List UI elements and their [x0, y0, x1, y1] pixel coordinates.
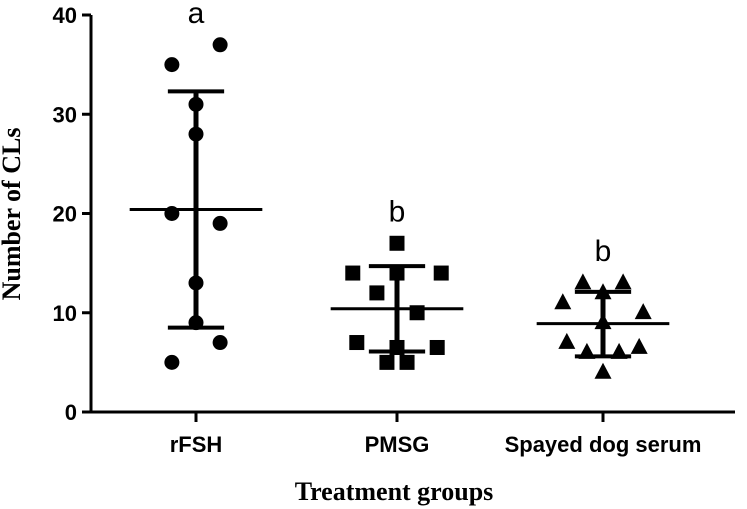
- data-point-square: [379, 354, 395, 370]
- data-point-circle: [188, 126, 204, 142]
- data-point-circle: [188, 96, 204, 112]
- data-point-triangle: [574, 273, 592, 290]
- data-point-circle: [164, 206, 180, 221]
- data-point-triangle: [594, 313, 612, 330]
- data-point-circle: [212, 215, 228, 231]
- data-point-square: [389, 265, 405, 281]
- data-point-triangle: [634, 303, 652, 320]
- data-point-circle: [212, 335, 228, 351]
- chart-marks: a b b: [129, 0, 670, 379]
- significance-label: b: [389, 195, 406, 228]
- data-point-circle: [212, 37, 228, 53]
- data-point-square: [369, 285, 385, 301]
- y-tick-label: 20: [53, 202, 77, 227]
- data-point-circle: [188, 315, 204, 331]
- axes: 0 10 20 30 40 rFSH PMSG Spayed dog serum: [53, 3, 735, 457]
- y-tick-label: 0: [65, 400, 77, 425]
- data-point-circle: [164, 57, 180, 73]
- data-point-square: [345, 265, 361, 281]
- significance-label: b: [595, 235, 612, 268]
- data-point-triangle: [594, 362, 612, 379]
- x-axis-title: Treatment groups: [295, 477, 494, 506]
- data-point-triangle: [630, 337, 648, 354]
- x-tick-label: PMSG: [365, 432, 430, 457]
- data-point-circle: [188, 275, 204, 291]
- y-tick-label: 40: [53, 3, 77, 28]
- y-axis-title: Number of CLs: [0, 128, 26, 301]
- data-point-square: [389, 235, 405, 251]
- data-point-triangle: [554, 293, 572, 310]
- data-point-square: [433, 265, 449, 281]
- data-point-triangle: [614, 273, 632, 290]
- data-point-triangle: [594, 283, 612, 300]
- data-point-circle: [164, 354, 180, 370]
- data-point-square: [399, 354, 415, 370]
- data-point-triangle: [578, 342, 596, 359]
- y-tick-label: 10: [53, 301, 77, 326]
- data-point-square: [349, 335, 365, 351]
- data-point-triangle: [558, 332, 576, 349]
- x-tick-label: rFSH: [170, 432, 223, 457]
- data-point-square: [389, 339, 405, 355]
- x-tick-label: Spayed dog serum: [505, 432, 702, 457]
- data-point-triangle: [610, 342, 628, 359]
- data-point-square: [409, 305, 425, 321]
- data-point-square: [429, 339, 445, 355]
- y-tick-label: 30: [53, 102, 77, 127]
- significance-label: a: [188, 0, 205, 30]
